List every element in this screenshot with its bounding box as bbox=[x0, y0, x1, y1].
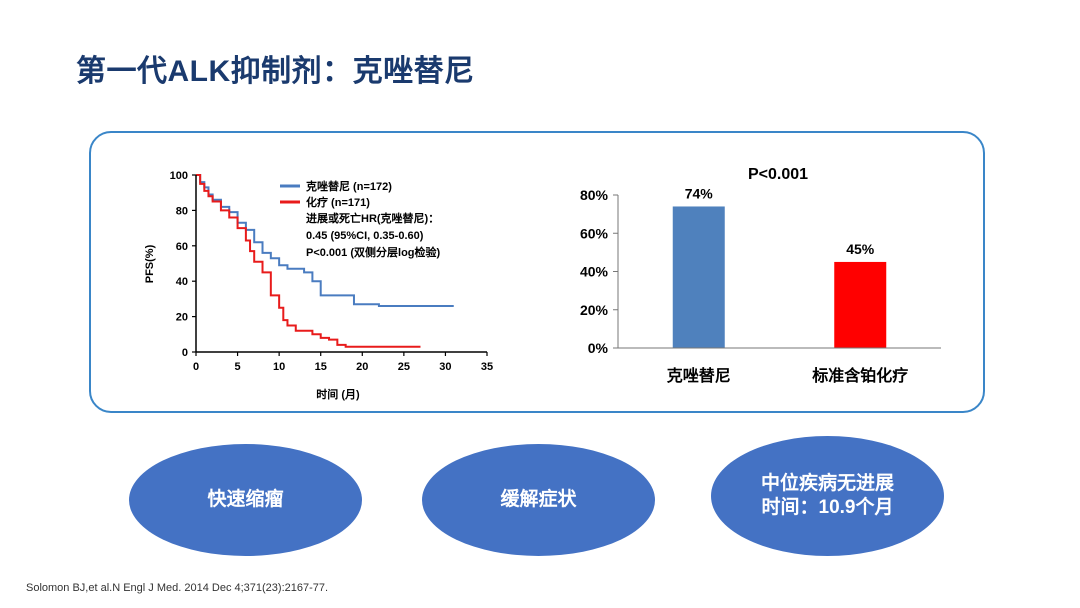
km-curve-chemo bbox=[196, 174, 421, 348]
km-x-tick-label: 15 bbox=[315, 361, 327, 373]
legend-chemo: 化疗 (n=171) bbox=[306, 195, 370, 209]
hr-annotation-line3: P<0.001 (双侧分层log检验) bbox=[306, 245, 441, 259]
km-y-tick-label: 0 bbox=[182, 347, 188, 359]
citation: Solomon BJ,et al.N Engl J Med. 2014 Dec … bbox=[26, 582, 329, 594]
km-y-tick-label: 40 bbox=[176, 276, 188, 288]
bubble-median-pfs: 中位疾病无进展 时间：10.9个月 bbox=[711, 436, 944, 556]
bar-y-tick-label: 40% bbox=[580, 264, 609, 280]
bar-chart-title: P<0.001 bbox=[748, 166, 808, 183]
bubble-text-line2: 时间：10.9个月 bbox=[761, 497, 894, 518]
km-x-tick-label: 30 bbox=[439, 361, 451, 373]
bar-y-tick-label: 80% bbox=[580, 187, 609, 203]
bar-chart: P<0.001 80% 60% 40% 20% 0% 74% 克唑替尼 45% 标准含铂化疗 bbox=[580, 166, 941, 385]
bar-category-label: 克唑替尼 bbox=[667, 366, 731, 385]
km-x-tick-label: 5 bbox=[235, 361, 241, 373]
km-xlabel: 时间 (月) bbox=[316, 387, 360, 401]
bubble-text-line1: 中位疾病无进展 bbox=[760, 473, 894, 495]
km-y-tick-label: 20 bbox=[176, 312, 188, 324]
km-chart: PFS(%) 时间 (月) 100 80 60 40 20 0 0 5 10 15 20 25 30 3… bbox=[144, 170, 493, 401]
bar-y-tick-label: 60% bbox=[580, 225, 609, 241]
legend-crizotinib: 克唑替尼 (n=172) bbox=[306, 179, 392, 193]
km-ylabel: PFS(%) bbox=[144, 244, 156, 283]
km-x-tick-label: 35 bbox=[481, 361, 493, 373]
km-x-tick-label: 20 bbox=[356, 361, 368, 373]
bubble-text: 快速缩瘤 bbox=[207, 489, 284, 511]
km-x-tick-label: 0 bbox=[193, 361, 199, 373]
bar-crizotinib bbox=[672, 206, 725, 348]
bubble-symptom-relief: 缓解症状 bbox=[422, 444, 655, 556]
hr-annotation-line1: 进展或死亡HR(克唑替尼)： bbox=[306, 211, 439, 225]
km-y-tick-label: 80 bbox=[176, 205, 188, 217]
bar-value-label: 74% bbox=[685, 185, 714, 201]
bar-y-tick-label: 20% bbox=[580, 302, 609, 318]
page-title: 第一代ALK抑制剂：克唑替尼 bbox=[76, 55, 475, 88]
hr-annotation-line2: 0.45 (95%CI, 0.35-0.60) bbox=[306, 230, 424, 242]
km-y-tick-label: 60 bbox=[176, 241, 188, 253]
bubble-text: 缓解症状 bbox=[500, 489, 577, 511]
bar-category-label: 标准含铂化疗 bbox=[811, 366, 908, 385]
km-x-tick-label: 25 bbox=[398, 361, 410, 373]
bubble-rapid-shrinkage: 快速缩瘤 bbox=[129, 444, 362, 556]
km-x-tick-label: 10 bbox=[273, 361, 285, 373]
bar-y-tick-label: 0% bbox=[588, 340, 609, 356]
bar-value-label: 45% bbox=[846, 241, 875, 257]
bar-chemo bbox=[834, 261, 887, 348]
km-curve-crizotinib bbox=[196, 174, 454, 307]
km-y-tick-label: 100 bbox=[170, 170, 188, 182]
